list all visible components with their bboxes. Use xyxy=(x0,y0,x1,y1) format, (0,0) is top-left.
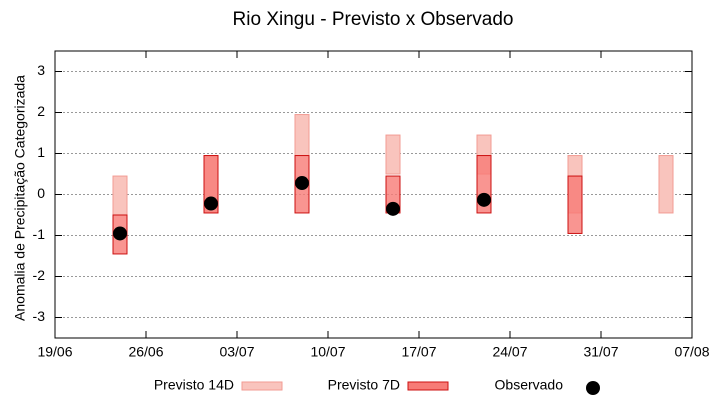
range-box xyxy=(385,134,401,175)
range-box xyxy=(294,114,310,157)
observed-point xyxy=(386,201,400,216)
range-box xyxy=(567,175,583,234)
x-tick-label: 03/07 xyxy=(219,344,254,360)
y-tick-label: -3 xyxy=(33,308,46,324)
y-tick-label: -2 xyxy=(33,267,46,283)
x-tick-label: 07/08 xyxy=(674,344,709,360)
x-tick-label: 31/07 xyxy=(583,344,618,360)
x-tick-label: 24/07 xyxy=(492,344,527,360)
observed-point xyxy=(295,176,309,191)
range-box xyxy=(112,175,128,216)
y-tick-label: 1 xyxy=(37,144,45,160)
y-axis-label: Anomalia de Precipitação Categorizada xyxy=(12,75,28,321)
observed-point xyxy=(113,226,127,241)
observed-point xyxy=(477,192,491,207)
y-tick-label: 0 xyxy=(37,185,45,201)
legend-label: Observado xyxy=(495,377,564,393)
x-tick-label: 10/07 xyxy=(310,344,345,360)
y-tick-label: 3 xyxy=(37,62,45,78)
y-tick-label: -1 xyxy=(33,226,46,242)
legend-swatch xyxy=(241,381,283,391)
plot-border xyxy=(54,50,693,339)
legend-swatch xyxy=(407,381,449,391)
observed-point xyxy=(204,196,218,211)
legend-label: Previsto 14D xyxy=(154,377,234,393)
chart-title: Rio Xingu - Previsto x Observado xyxy=(233,9,514,30)
x-tick-label: 19/06 xyxy=(37,344,72,360)
x-tick-label: 17/07 xyxy=(401,344,436,360)
legend-label: Previsto 7D xyxy=(328,377,400,393)
y-tick-label: 2 xyxy=(37,103,45,119)
range-box xyxy=(658,155,674,214)
legend-swatch xyxy=(586,381,600,395)
x-tick-label: 26/06 xyxy=(128,344,163,360)
